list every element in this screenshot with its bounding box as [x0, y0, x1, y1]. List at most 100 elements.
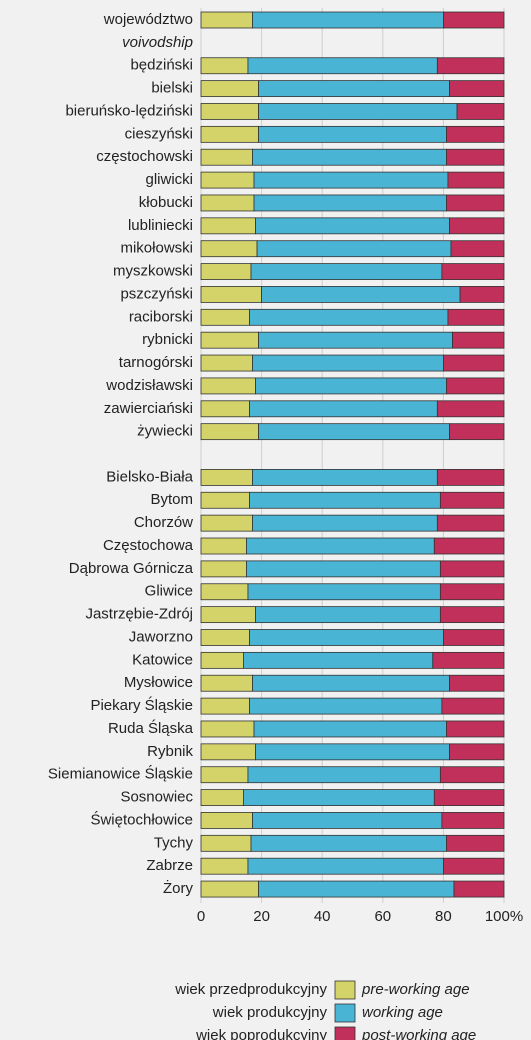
bar-segment: [258, 103, 458, 120]
bar-segment: [200, 148, 253, 166]
bar-segment: [200, 789, 244, 806]
category-label: będziński: [130, 57, 193, 74]
bar-segment: [247, 857, 444, 875]
bar-segment: [258, 423, 450, 441]
bar-segment: [200, 423, 259, 441]
bar-segment: [200, 11, 253, 29]
category-label: Żory: [163, 879, 194, 897]
category-label: Ruda Śląska: [108, 719, 194, 737]
bar-segment: [249, 400, 438, 418]
bar-segment: [253, 171, 449, 189]
category-label: Sosnowiec: [120, 789, 193, 806]
category-label: Jaworzno: [129, 628, 193, 645]
bar-segment: [253, 194, 447, 212]
bar-segment: [433, 789, 505, 806]
bar-segment: [200, 103, 259, 120]
bar-segment: [252, 514, 438, 532]
bar-segment: [246, 537, 435, 555]
bar-segment: [433, 537, 505, 555]
bar-segment: [252, 468, 438, 486]
bar-segment: [200, 560, 247, 578]
bar-segment: [200, 331, 259, 349]
bar-segment: [200, 125, 259, 143]
category-label: Dąbrowa Górnicza: [69, 560, 194, 577]
category-label: cieszyński: [125, 125, 193, 142]
bar-segment: [249, 697, 443, 715]
category-label: Mysłowice: [124, 674, 193, 691]
category-label: tarnogórski: [119, 354, 193, 371]
bar-segment: [446, 148, 505, 166]
bar-segment: [252, 812, 443, 829]
bar-segment: [200, 514, 253, 532]
bar-segment: [200, 583, 249, 601]
bar-segment: [246, 560, 441, 578]
bar-segment: [449, 674, 505, 692]
legend-swatch: [334, 980, 356, 1000]
x-tick-label: 20: [253, 908, 270, 925]
bar-segment: [436, 57, 505, 75]
bar-segment: [258, 331, 453, 349]
bar-segment: [250, 263, 443, 280]
bar-segment: [258, 880, 455, 898]
bar-segment: [200, 857, 249, 875]
bar-segment: [249, 308, 449, 326]
category-label: pszczyński: [120, 285, 193, 302]
category-label: Gliwice: [145, 583, 193, 600]
bar-segment: [450, 240, 505, 258]
bar-segment: [200, 629, 250, 646]
bar-segment: [200, 354, 253, 372]
bar-segment: [449, 217, 505, 235]
category-label: Zabrze: [146, 857, 193, 874]
bar-segment: [247, 766, 441, 784]
bar-segment: [449, 80, 505, 98]
bar-segment: [459, 286, 505, 303]
bar-segment: [446, 834, 505, 852]
category-label: mikołowski: [120, 240, 193, 257]
bar-segment: [247, 57, 438, 75]
category-label: Świętochłowice: [90, 810, 193, 828]
bar-segment: [255, 606, 441, 624]
bar-segment: [252, 11, 444, 29]
legend-label-en: post-working age: [361, 1027, 476, 1040]
category-label: Piekary Śląskie: [90, 696, 193, 714]
bar-segment: [449, 743, 505, 761]
category-label: rybnicki: [142, 331, 193, 348]
category-label: Jastrzębie-Zdrój: [85, 606, 193, 623]
bar-segment: [200, 537, 247, 555]
bar-segment: [441, 697, 505, 715]
bar-segment: [449, 423, 505, 441]
bar-segment: [252, 354, 444, 372]
bar-segment: [452, 331, 505, 349]
legend-label-en: working age: [362, 1004, 443, 1021]
bar-segment: [200, 80, 259, 98]
bar-segment: [447, 308, 505, 326]
bar-segment: [439, 491, 505, 509]
category-label: Chorzów: [134, 514, 193, 531]
bar-segment: [436, 514, 505, 532]
legend-label: wiek poprodukcyjny: [195, 1027, 327, 1040]
category-label: Katowice: [132, 651, 193, 668]
bar-segment: [200, 743, 256, 761]
bar-segment: [255, 217, 450, 235]
bar-segment: [252, 148, 447, 166]
bar-segment: [243, 651, 434, 669]
category-label: żywiecki: [137, 423, 193, 440]
legend-label-en: pre-working age: [361, 981, 470, 998]
bar-segment: [200, 400, 250, 418]
bar-segment: [453, 880, 505, 898]
bar-segment: [442, 11, 505, 29]
bar-segment: [200, 651, 244, 669]
category-label: Częstochowa: [103, 537, 194, 554]
bar-segment: [439, 606, 505, 624]
category-label: lubliniecki: [128, 217, 193, 234]
bar-segment: [200, 377, 256, 395]
bar-segment: [200, 308, 250, 326]
bar-segment: [200, 194, 255, 212]
bar-segment: [447, 171, 505, 189]
category-label: Tychy: [154, 834, 194, 851]
bar-segment: [249, 491, 441, 509]
category-label: raciborski: [129, 308, 193, 325]
bar-segment: [200, 240, 258, 258]
x-tick-label: 0: [197, 908, 205, 925]
